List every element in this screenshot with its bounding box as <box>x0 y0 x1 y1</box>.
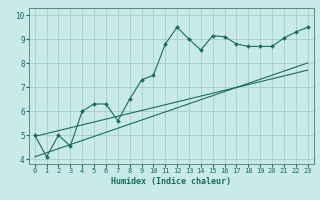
X-axis label: Humidex (Indice chaleur): Humidex (Indice chaleur) <box>111 177 231 186</box>
